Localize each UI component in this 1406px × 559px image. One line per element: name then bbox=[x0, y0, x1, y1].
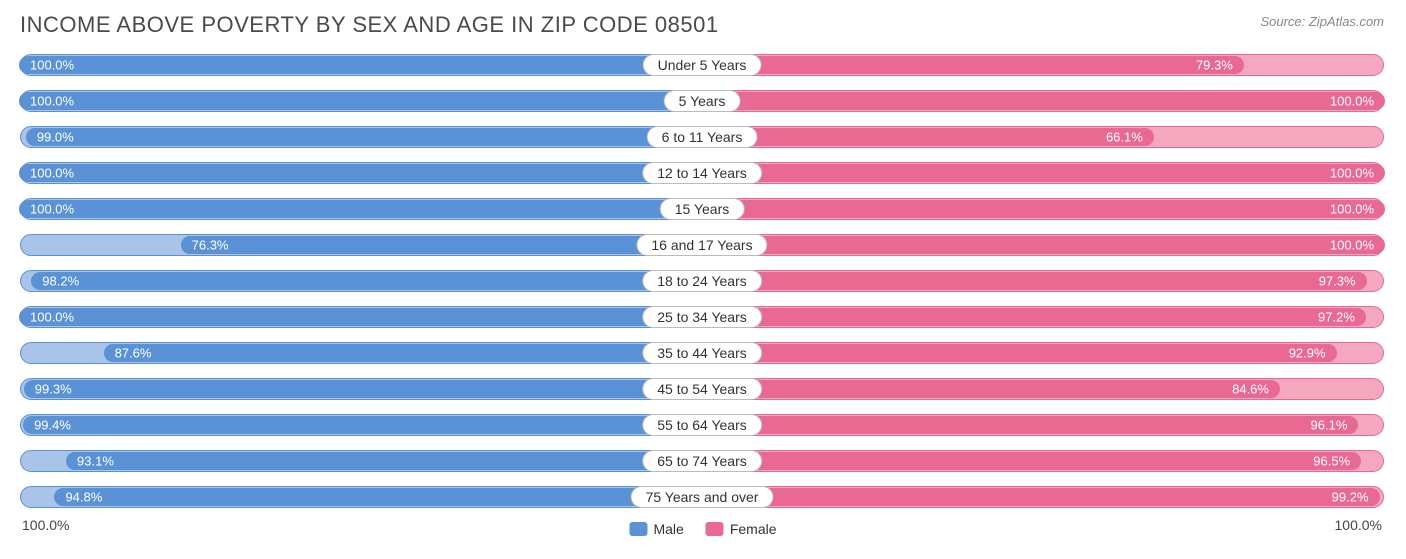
age-group-label: 5 Years bbox=[664, 90, 741, 112]
male-bar bbox=[54, 488, 701, 506]
male-track bbox=[20, 198, 702, 220]
legend-item-male: Male bbox=[629, 521, 683, 537]
chart-row: 87.6%92.9%35 to 44 Years bbox=[20, 336, 1384, 369]
chart-row: 100.0%100.0%15 Years bbox=[20, 192, 1384, 225]
male-track bbox=[20, 126, 702, 148]
female-bar bbox=[703, 236, 1385, 254]
female-track bbox=[702, 342, 1384, 364]
female-track bbox=[702, 90, 1384, 112]
chart-row: 98.2%97.3%18 to 24 Years bbox=[20, 264, 1384, 297]
legend: Male Female bbox=[629, 521, 776, 537]
age-group-label: 16 and 17 Years bbox=[636, 234, 767, 256]
male-bar bbox=[24, 380, 701, 398]
male-track bbox=[20, 234, 702, 256]
female-track bbox=[702, 306, 1384, 328]
legend-label-female: Female bbox=[730, 521, 777, 537]
male-track bbox=[20, 486, 702, 508]
male-bar bbox=[104, 344, 701, 362]
male-track bbox=[20, 90, 702, 112]
female-bar bbox=[703, 272, 1367, 290]
female-track bbox=[702, 234, 1384, 256]
age-group-label: 25 to 34 Years bbox=[642, 306, 762, 328]
female-bar bbox=[703, 380, 1280, 398]
female-track bbox=[702, 486, 1384, 508]
legend-label-male: Male bbox=[653, 521, 683, 537]
female-bar bbox=[703, 128, 1154, 146]
chart-row: 100.0%100.0%12 to 14 Years bbox=[20, 156, 1384, 189]
chart-row: 99.0%66.1%6 to 11 Years bbox=[20, 120, 1384, 153]
male-track bbox=[20, 54, 702, 76]
male-bar bbox=[19, 56, 701, 74]
female-bar bbox=[703, 308, 1366, 326]
chart-row: 94.8%99.2%75 Years and over bbox=[20, 480, 1384, 513]
female-track bbox=[702, 126, 1384, 148]
female-track bbox=[702, 54, 1384, 76]
chart-row: 100.0%100.0%5 Years bbox=[20, 84, 1384, 117]
male-bar bbox=[19, 200, 701, 218]
legend-item-female: Female bbox=[706, 521, 777, 537]
chart-row: 100.0%79.3%Under 5 Years bbox=[20, 48, 1384, 81]
female-track bbox=[702, 198, 1384, 220]
female-bar bbox=[703, 56, 1244, 74]
male-bar bbox=[19, 164, 701, 182]
age-group-label: 35 to 44 Years bbox=[642, 342, 762, 364]
chart-row: 93.1%96.5%65 to 74 Years bbox=[20, 444, 1384, 477]
legend-swatch-female bbox=[706, 522, 724, 536]
age-group-label: Under 5 Years bbox=[643, 54, 762, 76]
male-track bbox=[20, 342, 702, 364]
chart-row: 99.4%96.1%55 to 64 Years bbox=[20, 408, 1384, 441]
female-track bbox=[702, 414, 1384, 436]
male-bar bbox=[19, 308, 701, 326]
female-bar bbox=[703, 416, 1358, 434]
male-bar bbox=[23, 416, 701, 434]
legend-swatch-male bbox=[629, 522, 647, 536]
age-group-label: 45 to 54 Years bbox=[642, 378, 762, 400]
age-group-label: 65 to 74 Years bbox=[642, 450, 762, 472]
male-track bbox=[20, 378, 702, 400]
chart-row: 99.3%84.6%45 to 54 Years bbox=[20, 372, 1384, 405]
age-group-label: 55 to 64 Years bbox=[642, 414, 762, 436]
chart-title: INCOME ABOVE POVERTY BY SEX AND AGE IN Z… bbox=[20, 12, 719, 38]
male-bar bbox=[181, 236, 701, 254]
age-group-label: 15 Years bbox=[660, 198, 745, 220]
female-track bbox=[702, 450, 1384, 472]
age-group-label: 75 Years and over bbox=[631, 486, 774, 508]
male-track bbox=[20, 414, 702, 436]
axis-tick-right: 100.0% bbox=[1335, 517, 1382, 533]
male-track bbox=[20, 162, 702, 184]
female-bar bbox=[703, 200, 1385, 218]
male-bar bbox=[66, 452, 701, 470]
age-group-label: 12 to 14 Years bbox=[642, 162, 762, 184]
male-track bbox=[20, 450, 702, 472]
chart-row: 100.0%97.2%25 to 34 Years bbox=[20, 300, 1384, 333]
male-track bbox=[20, 306, 702, 328]
chart-row: 76.3%100.0%16 and 17 Years bbox=[20, 228, 1384, 261]
source-attribution: Source: ZipAtlas.com bbox=[1260, 14, 1384, 29]
female-bar bbox=[703, 452, 1361, 470]
age-group-label: 18 to 24 Years bbox=[642, 270, 762, 292]
male-track bbox=[20, 270, 702, 292]
male-bar bbox=[31, 272, 701, 290]
female-track bbox=[702, 378, 1384, 400]
diverging-bar-chart: 100.0%79.3%Under 5 Years100.0%100.0%5 Ye… bbox=[20, 48, 1384, 513]
male-bar bbox=[19, 92, 701, 110]
female-bar bbox=[703, 164, 1385, 182]
age-group-label: 6 to 11 Years bbox=[647, 126, 758, 148]
female-bar bbox=[703, 488, 1380, 506]
female-track bbox=[702, 162, 1384, 184]
female-bar bbox=[703, 344, 1337, 362]
axis-tick-left: 100.0% bbox=[22, 517, 69, 533]
female-bar bbox=[703, 92, 1385, 110]
male-bar bbox=[26, 128, 701, 146]
female-track bbox=[702, 270, 1384, 292]
